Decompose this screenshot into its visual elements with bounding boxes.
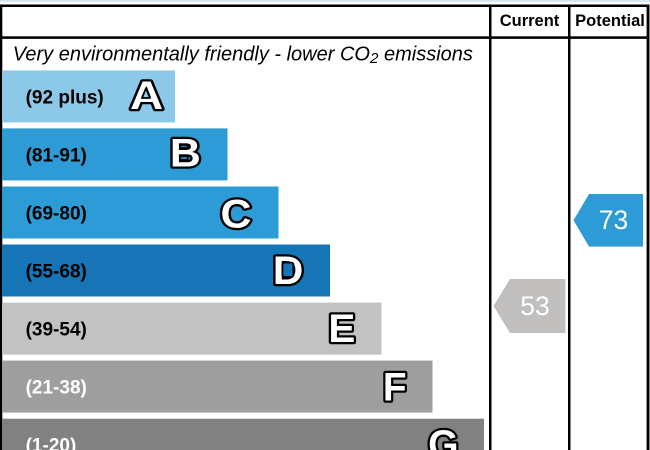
- svg-text:(92 plus): (92 plus): [26, 87, 104, 108]
- svg-text:B: B: [170, 131, 201, 175]
- svg-text:(39-54): (39-54): [26, 320, 87, 341]
- svg-text:53: 53: [520, 291, 549, 321]
- svg-text:F: F: [383, 365, 407, 410]
- svg-text:E: E: [328, 306, 355, 351]
- svg-text:(69-80): (69-80): [26, 204, 87, 225]
- svg-text:C: C: [221, 192, 252, 236]
- svg-text:(81-91): (81-91): [26, 145, 87, 166]
- svg-text:(21-38): (21-38): [26, 378, 87, 399]
- svg-text:73: 73: [599, 205, 628, 235]
- svg-text:Current: Current: [500, 12, 560, 30]
- svg-text:(55-68): (55-68): [26, 262, 87, 283]
- svg-text:Potential: Potential: [575, 12, 645, 30]
- svg-text:(1-20): (1-20): [26, 436, 77, 450]
- svg-text:Very environmentally friendly: Very environmentally friendly - lower CO…: [13, 43, 473, 67]
- svg-text:G: G: [428, 423, 458, 450]
